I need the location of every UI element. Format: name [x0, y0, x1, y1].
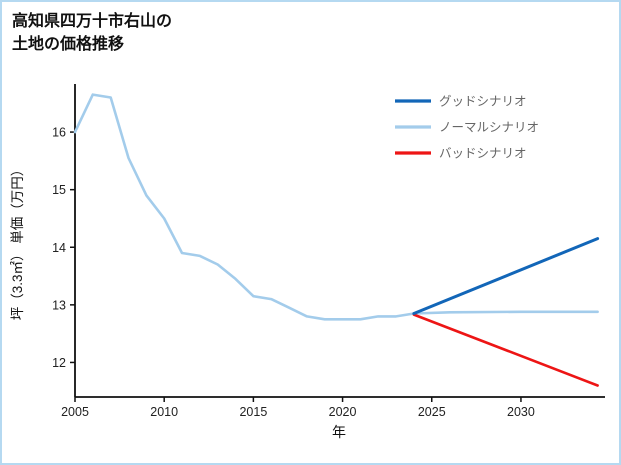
x-tick-label: 2030	[507, 405, 535, 419]
chart-title-line1: 高知県四万十市右山の	[12, 13, 173, 30]
legend-label-2: バッドシナリオ	[439, 147, 527, 161]
x-tick-label: 2025	[418, 405, 446, 419]
x-tick-label: 2005	[61, 405, 89, 419]
x-axis-label: 年	[332, 424, 346, 440]
legend-label-0: グッドシナリオ	[439, 95, 527, 109]
y-axis-label: 坪（3.3㎡） 単価（万円）	[10, 163, 25, 321]
x-tick-label: 2020	[329, 405, 357, 419]
x-tick-label: 2015	[239, 405, 267, 419]
chart-title: 高知県四万十市右山の 土地の価格推移	[12, 10, 172, 56]
legend-label-1: ノーマルシナリオ	[439, 121, 539, 135]
y-tick-label: 15	[52, 183, 66, 197]
y-tick-label: 12	[52, 356, 66, 370]
y-tick-label: 13	[52, 298, 66, 312]
x-tick-label: 2010	[150, 405, 178, 419]
y-tick-label: 14	[52, 241, 66, 255]
chart-title-line2: 土地の価格推移	[12, 36, 125, 54]
series-line-1	[73, 93, 599, 321]
y-tick-label: 16	[52, 126, 66, 140]
series-line-0	[412, 237, 600, 315]
series-line-2	[412, 313, 599, 387]
